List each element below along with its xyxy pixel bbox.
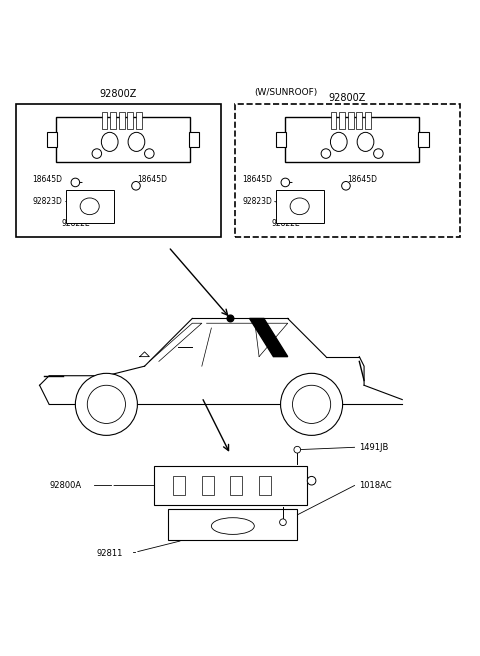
Text: 92822E: 92822E — [61, 218, 90, 228]
Bar — [102, 112, 108, 129]
Circle shape — [227, 315, 234, 322]
Text: 92823D: 92823D — [33, 197, 62, 206]
Bar — [16, 104, 221, 237]
Bar — [259, 476, 271, 495]
Bar — [357, 112, 362, 129]
Text: 92822E: 92822E — [271, 218, 300, 228]
Bar — [348, 112, 354, 129]
Circle shape — [75, 373, 137, 436]
Circle shape — [321, 149, 331, 158]
Bar — [119, 112, 124, 129]
Bar — [235, 104, 459, 237]
Bar — [339, 112, 345, 129]
Circle shape — [281, 373, 343, 436]
Bar — [127, 112, 133, 129]
Text: 1491JB: 1491JB — [360, 443, 389, 452]
Circle shape — [281, 178, 289, 187]
Polygon shape — [250, 318, 288, 357]
Text: 18645D: 18645D — [137, 174, 168, 184]
Text: (W/SUNROOF): (W/SUNROOF) — [254, 87, 318, 96]
Bar — [66, 190, 114, 223]
Circle shape — [280, 519, 286, 525]
Ellipse shape — [357, 133, 374, 152]
Text: 18645D: 18645D — [348, 174, 377, 184]
Text: 92800Z: 92800Z — [329, 93, 366, 103]
Bar — [276, 133, 286, 147]
Circle shape — [87, 385, 125, 423]
Bar — [230, 476, 242, 495]
Bar — [202, 476, 214, 495]
Bar — [189, 133, 199, 147]
Text: 92800Z: 92800Z — [100, 89, 137, 99]
Circle shape — [132, 182, 140, 190]
Ellipse shape — [290, 198, 309, 215]
Ellipse shape — [330, 133, 347, 152]
Bar — [110, 112, 116, 129]
Bar — [47, 133, 57, 147]
Text: 1018AC: 1018AC — [360, 481, 392, 490]
Bar — [173, 476, 185, 495]
Ellipse shape — [211, 518, 254, 535]
Circle shape — [144, 149, 154, 158]
Ellipse shape — [101, 133, 118, 152]
Circle shape — [71, 178, 80, 187]
Circle shape — [342, 182, 350, 190]
Bar — [136, 112, 142, 129]
Circle shape — [294, 446, 300, 453]
Circle shape — [373, 149, 383, 158]
Bar — [331, 112, 336, 129]
Ellipse shape — [80, 198, 99, 215]
Bar — [418, 133, 429, 147]
Bar — [56, 117, 190, 162]
Text: 92823D: 92823D — [242, 197, 272, 206]
Text: 92800A: 92800A — [49, 481, 81, 490]
Bar — [168, 509, 297, 541]
Text: 18645D: 18645D — [188, 476, 220, 485]
Text: 92811: 92811 — [97, 549, 123, 558]
Circle shape — [292, 385, 331, 423]
Bar — [154, 466, 307, 504]
Bar — [276, 190, 324, 223]
Bar — [285, 117, 419, 162]
Ellipse shape — [128, 133, 145, 152]
Circle shape — [307, 476, 316, 485]
Circle shape — [92, 149, 102, 158]
Bar — [365, 112, 371, 129]
Text: 18645D: 18645D — [242, 174, 272, 184]
Text: 18645D: 18645D — [33, 174, 62, 184]
